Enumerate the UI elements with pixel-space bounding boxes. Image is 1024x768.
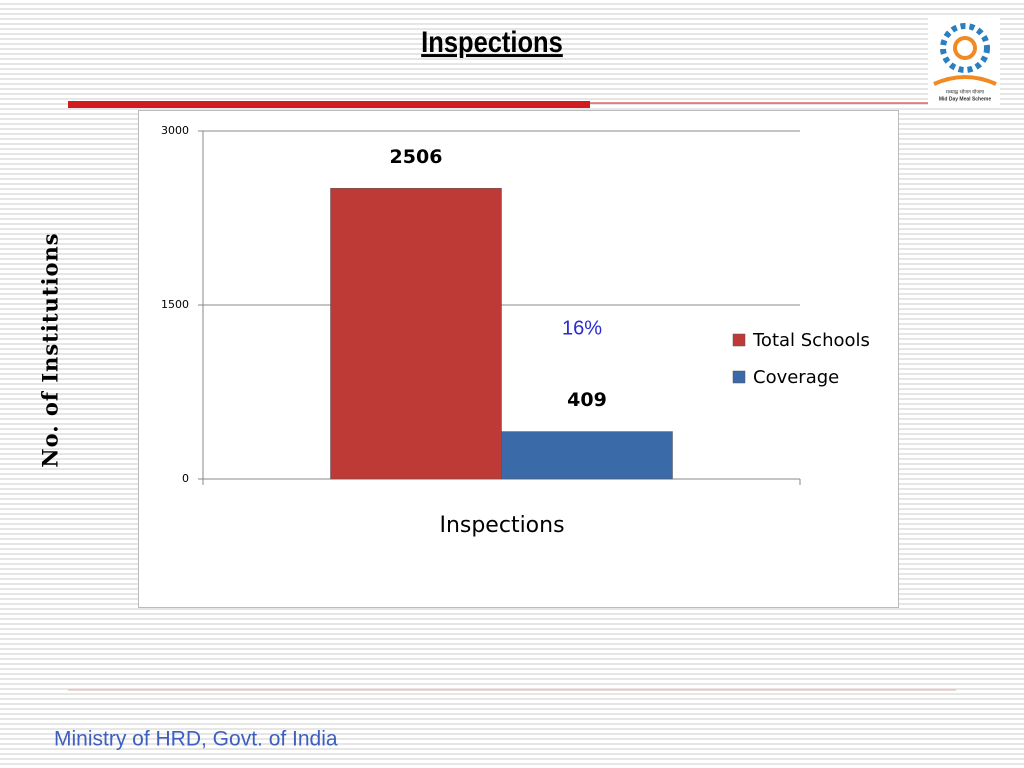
annotation: 16% — [562, 317, 602, 339]
footer: Ministry of HRD, Govt. of India — [54, 728, 338, 751]
y-axis-title: No. of Institutions — [38, 232, 63, 467]
chart-frame — [138, 110, 899, 608]
logo-bg — [928, 16, 1000, 106]
data-label: 2506 — [390, 146, 443, 168]
legend-swatch — [732, 370, 746, 384]
y-tick-label: 1500 — [161, 298, 189, 311]
bar — [330, 188, 502, 480]
y-tick-label: 3000 — [161, 124, 189, 137]
legend-swatch — [732, 333, 746, 347]
logo-book — [933, 75, 997, 86]
header-bar — [68, 101, 590, 108]
slide-title: Inspections — [421, 25, 563, 58]
logo-core — [953, 36, 977, 60]
logo: मध्याह्न भोजन योजना Mid Day Meal Scheme — [928, 16, 1000, 106]
logo-text: Mid Day Meal Scheme — [939, 96, 991, 102]
data-label: 409 — [567, 389, 607, 411]
legend-label: Coverage — [753, 367, 839, 388]
x-axis-title: Inspections — [439, 513, 564, 538]
y-tick-label: 0 — [182, 472, 189, 485]
logo-ring — [940, 23, 990, 73]
bar — [501, 431, 673, 480]
legend-label: Total Schools — [752, 330, 870, 351]
logo-hindi: मध्याह्न भोजन योजना — [946, 88, 985, 95]
